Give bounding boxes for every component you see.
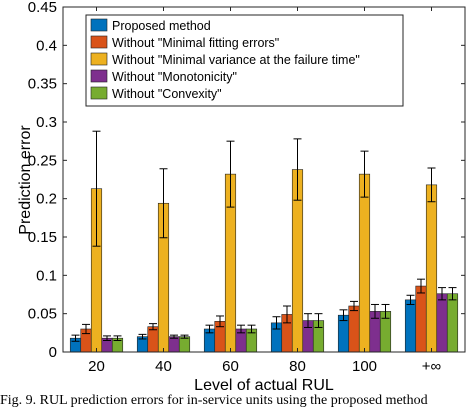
legend-swatch [90,69,108,83]
chart: 0 0.05 0.1 0.15 0.2 0.25 0.3 0.35 0.4 0.45 20 40 60… [17,0,466,393]
y-tick-label: 0 [49,344,57,361]
error-bars-layer [71,130,457,342]
bar [348,305,360,353]
bar [178,336,191,353]
bar [415,285,427,353]
x-tick-label: 40 [155,358,172,375]
bar [436,293,448,353]
x-tick-label: 100 [352,358,377,375]
y-axis: 0 0.05 0.1 0.15 0.2 0.25 0.3 0.35 0.4 0.45 [28,0,465,361]
y-tick-label: 0.4 [36,37,57,54]
legend-label: Without "Minimal variance at the failure… [112,53,360,67]
x-tick-label: 60 [222,358,239,375]
legend-label: Without "Convexity" [112,87,222,101]
legend-swatch [90,52,108,66]
y-tick-label: 0.25 [28,152,57,169]
bar [404,299,417,353]
bars-layer [69,169,459,353]
figure-caption: Fig. 9. RUL prediction errors for in-ser… [0,393,428,408]
bar [425,184,438,353]
legend-label: Proposed method [112,19,211,33]
bar [358,173,371,353]
x-tick-label: +∞ [422,358,442,375]
x-axis: 20 40 60 80 100 +∞ [88,7,442,375]
legend-label: Without "Monotonicity" [112,70,237,84]
y-axis-label: Prediction error [17,125,34,235]
x-axis-label: Level of actual RUL [194,377,334,393]
y-tick-label: 0.45 [28,0,57,16]
legend-label: Without "Minimal fitting errors" [112,36,279,50]
legend-swatch [90,86,108,100]
legend-swatch [90,35,108,49]
y-tick-label: 0.2 [36,191,57,208]
plot-frame [62,6,466,353]
bar [147,326,159,353]
bar [446,293,459,353]
x-tick-label: 80 [289,358,306,375]
legend-swatch [90,18,108,32]
y-tick-label: 0.05 [28,306,57,323]
y-tick-label: 0.3 [36,114,57,131]
y-tick-label: 0.35 [28,76,57,93]
bar [168,336,180,353]
y-tick-label: 0.15 [28,229,57,246]
x-tick-label: 20 [88,358,105,375]
legend-box [85,14,404,107]
legend: Proposed method Without "Minimal fitting … [85,14,404,107]
y-tick-label: 0.1 [36,267,57,284]
